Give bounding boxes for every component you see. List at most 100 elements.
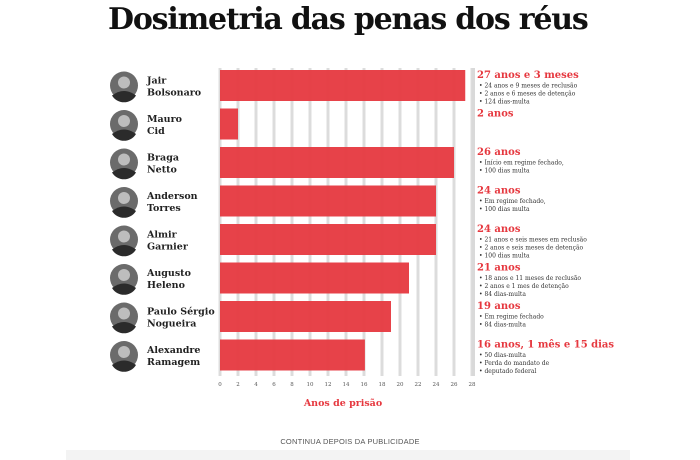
detail-item: • 84 dias-multa	[479, 322, 526, 329]
value-label: 27 anos e 3 meses	[477, 70, 579, 81]
avatar-body	[112, 206, 136, 218]
x-tick-label: 12	[325, 382, 332, 388]
x-tick-label: 24	[433, 382, 440, 388]
gridline	[308, 68, 312, 376]
x-tick-label: 26	[451, 382, 458, 388]
detail-item: • 2 anos e 6 meses de detenção	[479, 91, 576, 98]
gridline	[272, 68, 276, 376]
avatar-face	[118, 230, 130, 243]
detail-item: • 100 dias multa	[479, 206, 530, 213]
avatar-face	[118, 307, 130, 320]
row-name-line1: Braga	[147, 153, 179, 164]
value-label: 16 anos, 1 mês e 15 dias	[477, 340, 614, 351]
detail-item: • 84 dias-multa	[479, 291, 526, 298]
row-name-line2: Ramagem	[147, 357, 200, 368]
x-tick-label: 0	[218, 382, 222, 388]
row-name-line1: Augusto	[146, 268, 191, 279]
x-tick-label: 14	[343, 382, 350, 388]
value-label: 24 anos	[477, 186, 521, 197]
value-label: 2 anos	[477, 109, 514, 120]
gridline	[380, 68, 384, 376]
detail-item: • 124 dias-multa	[479, 99, 530, 106]
row-name-line2: Netto	[147, 165, 177, 176]
gridline	[452, 68, 456, 376]
detail-item: • 100 dias multa	[479, 168, 530, 175]
avatar-face	[118, 115, 130, 127]
x-tick-label: 22	[415, 382, 422, 388]
detail-item: • 50 dias-multa	[479, 352, 526, 359]
bar	[220, 262, 409, 294]
ad-placeholder	[66, 450, 630, 460]
avatar-face	[118, 346, 130, 358]
gridline	[290, 68, 294, 376]
gridline	[254, 68, 258, 376]
detail-item: • Início em regime fechado,	[479, 160, 564, 167]
detail-item: • 21 anos e seis meses em reclusão	[479, 237, 587, 244]
avatar-body	[112, 129, 136, 141]
bar	[220, 339, 365, 371]
gridline	[416, 68, 420, 376]
row-name-line1: Alexandre	[146, 345, 200, 356]
detail-item: • 24 anos e 9 meses de reclusão	[479, 83, 578, 90]
bar	[220, 108, 238, 140]
avatar-face	[118, 269, 130, 281]
avatar-body	[112, 245, 136, 257]
x-tick-label: 18	[379, 382, 386, 388]
x-tick-label: 4	[254, 382, 258, 388]
gridline	[218, 68, 222, 376]
bar	[220, 301, 391, 332]
gridline	[326, 68, 330, 376]
avatar-body	[112, 91, 136, 103]
row-name-line2: Cid	[147, 126, 165, 137]
row-name-line2: Torres	[147, 203, 181, 214]
value-label: 19 anos	[477, 301, 521, 312]
row-name-line2: Garnier	[147, 242, 189, 253]
detail-item: • Em regime fechado,	[479, 198, 546, 205]
row-name-line1: Mauro	[147, 114, 182, 125]
value-label: 21 anos	[477, 263, 521, 274]
gridline	[362, 68, 366, 376]
value-label: 24 anos	[477, 224, 521, 235]
x-tick-label: 10	[307, 382, 314, 388]
gridline	[398, 68, 402, 376]
detail-item: • Em regime fechado	[479, 314, 544, 321]
avatar-body	[112, 168, 136, 180]
x-tick-label: 6	[272, 382, 276, 388]
detail-item: • Perda do mandato de	[479, 360, 550, 367]
bar	[220, 70, 466, 101]
gridline	[236, 68, 240, 376]
detail-item: • deputado federal	[479, 368, 537, 375]
detail-item: • 100 dias multa	[479, 253, 530, 260]
x-tick-label: 16	[361, 382, 368, 388]
row-name-line2: Nogueira	[147, 319, 196, 330]
separator-line	[472, 68, 475, 376]
row-name-line1: Anderson	[146, 191, 198, 202]
avatar-body	[112, 283, 136, 295]
avatar-face	[118, 192, 130, 204]
avatar-body	[112, 322, 136, 334]
avatar-body	[112, 360, 136, 372]
chart-title: Dosimetria das penas dos réus	[108, 2, 589, 37]
detail-item: • 18 anos e 11 meses de reclusão	[479, 275, 581, 282]
x-tick-label: 20	[397, 382, 404, 388]
bar	[220, 147, 454, 178]
avatar-face	[118, 153, 130, 166]
row-name-line2: Bolsonaro	[147, 88, 201, 99]
x-tick-label: 28	[469, 382, 476, 388]
row-name-line1: Jair	[146, 76, 167, 87]
bar	[220, 185, 436, 217]
detail-item: • 2 anos e 1 mes de detenção	[479, 283, 569, 290]
row-name-line2: Heleno	[147, 280, 185, 291]
ad-label: CONTINUA DEPOIS DA PUBLICIDADE	[280, 437, 420, 446]
x-tick-label: 8	[290, 382, 294, 388]
row-name-line1: Almir	[146, 230, 178, 241]
x-axis-label: Anos de prisão	[303, 398, 382, 409]
detail-item: • 2 anos e seis meses de detenção	[479, 245, 584, 252]
bar	[220, 224, 436, 255]
value-label: 26 anos	[477, 147, 521, 158]
row-name-line1: Paulo Sérgio	[147, 307, 215, 318]
x-tick-label: 2	[236, 382, 240, 388]
gridline	[434, 68, 438, 376]
gridline	[344, 68, 348, 376]
